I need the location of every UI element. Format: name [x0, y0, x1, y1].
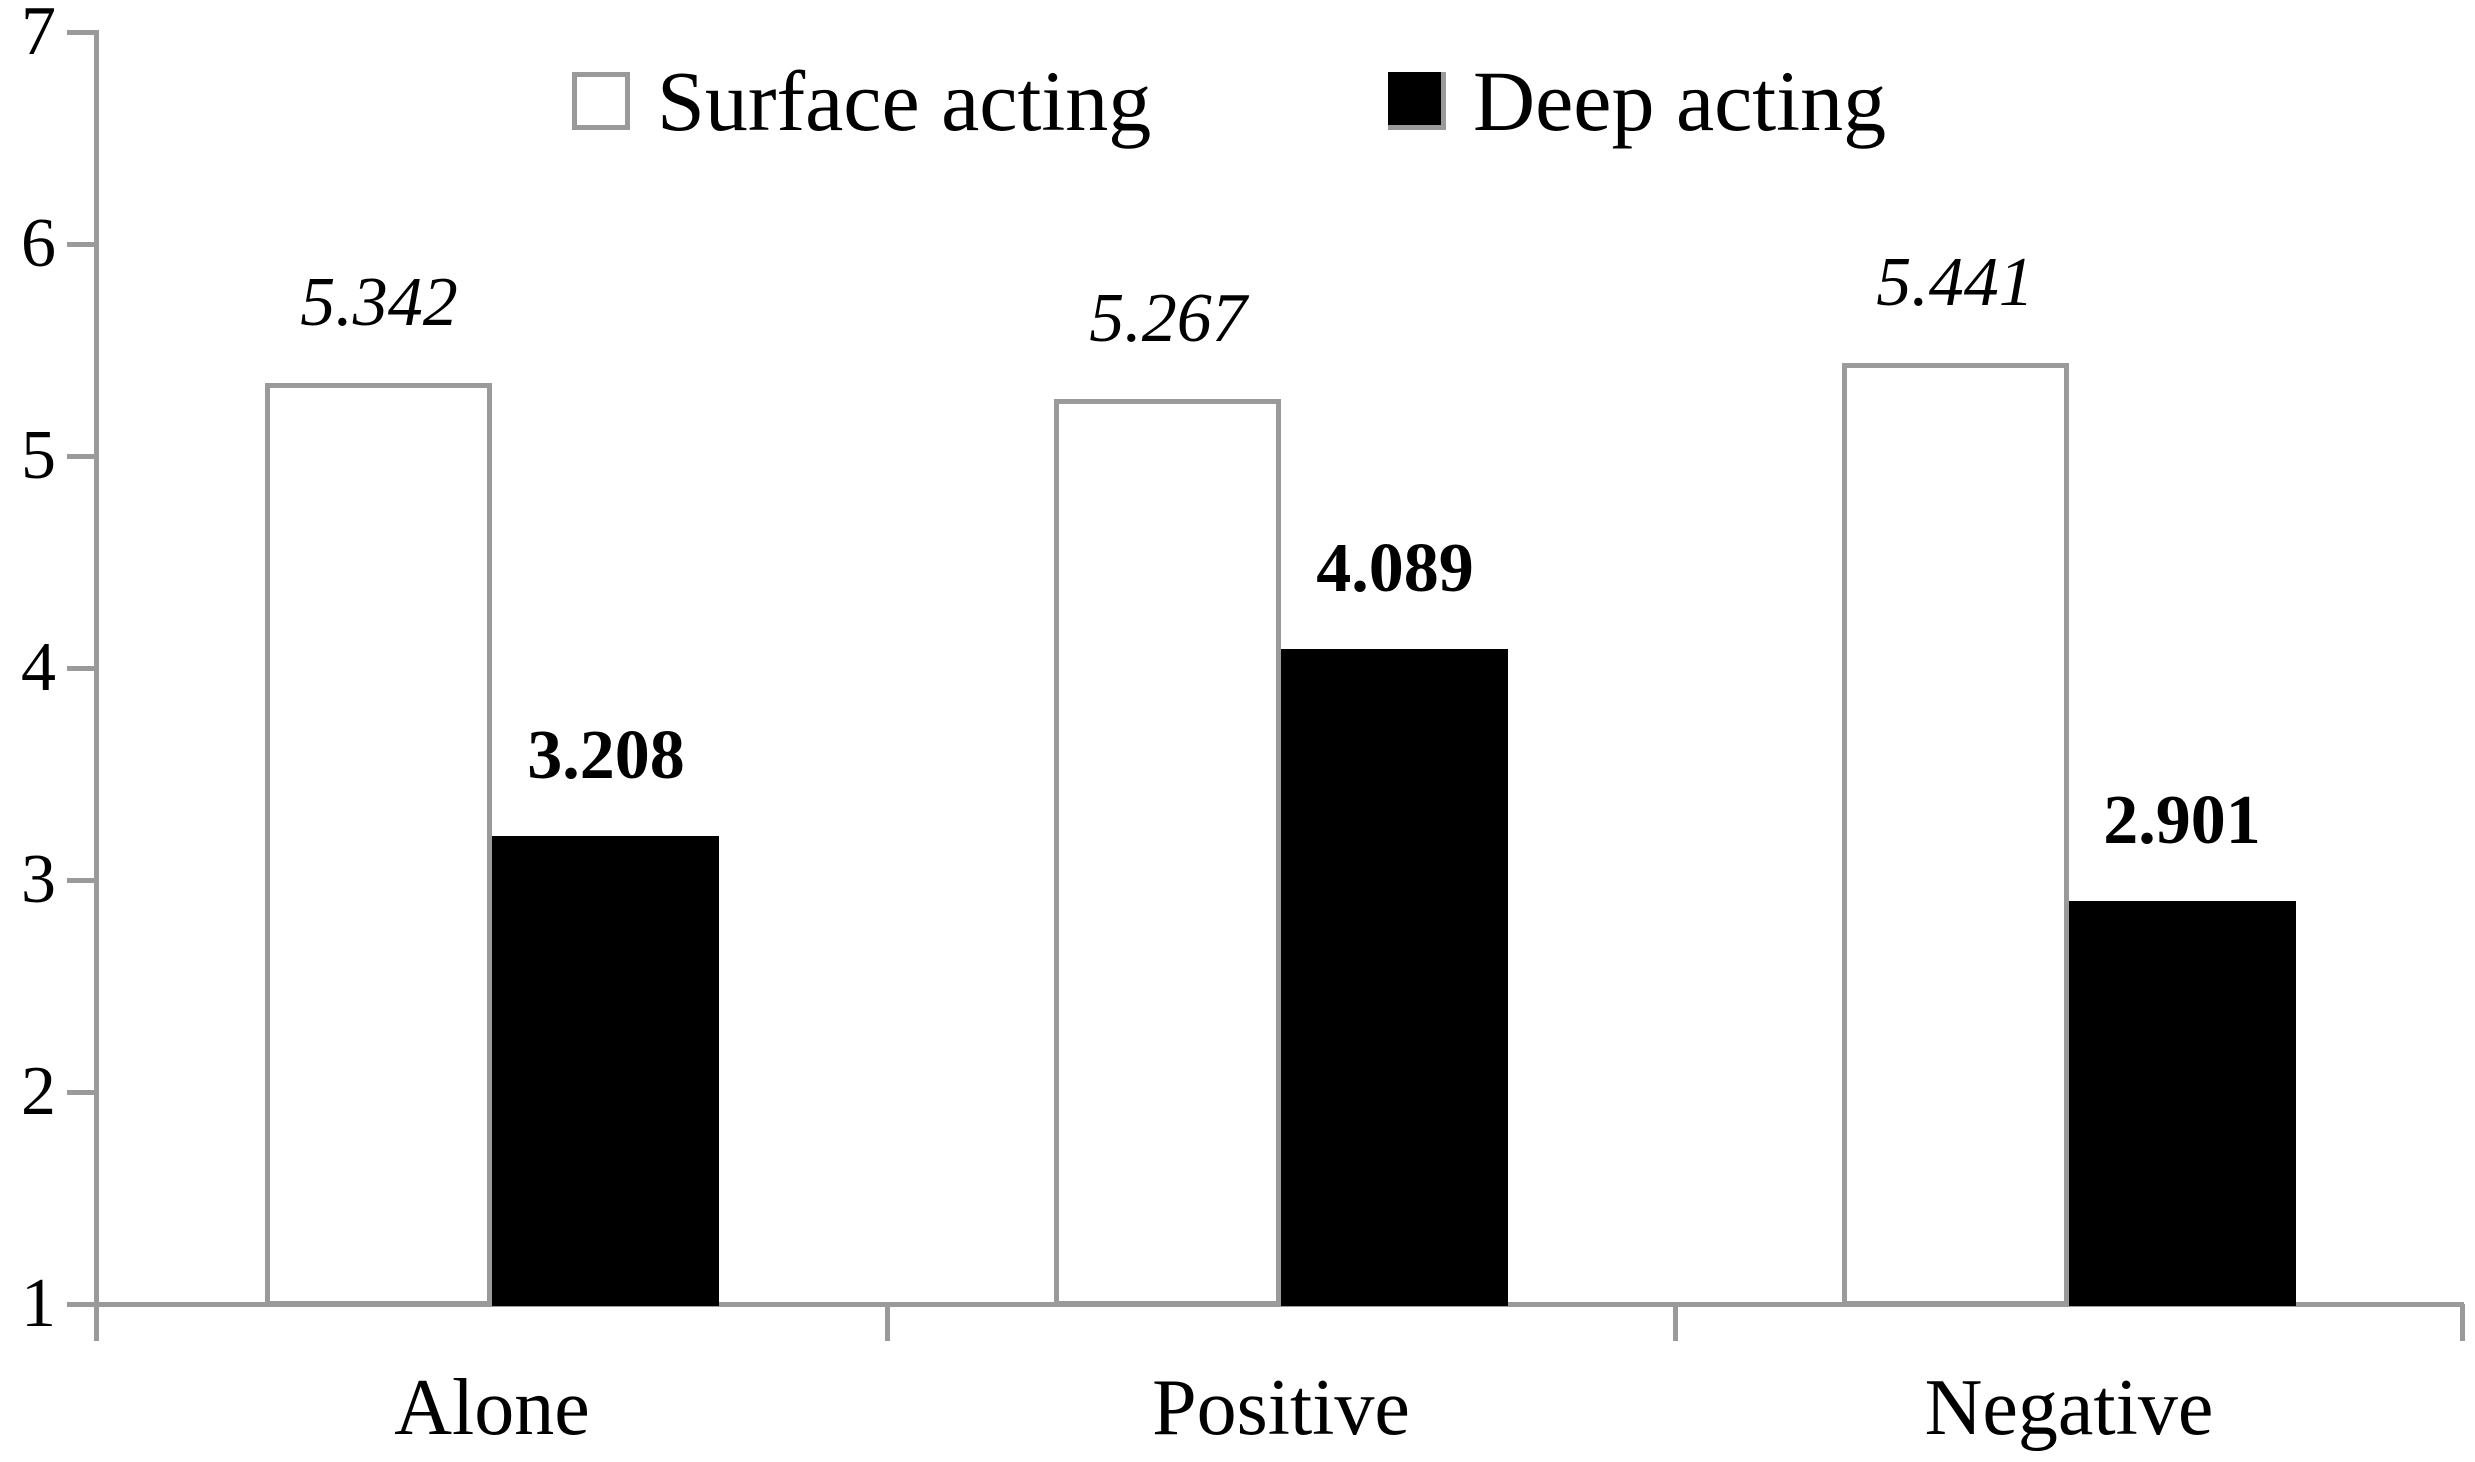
y-tick	[67, 30, 94, 35]
value-label-deep-acting: 2.901	[2103, 782, 2261, 859]
legend-item-surface-acting: Surface acting	[572, 57, 1151, 145]
legend-swatch-deep-acting	[1388, 72, 1446, 130]
category-label-alone: Alone	[394, 1364, 590, 1452]
legend-label-surface-acting: Surface acting	[657, 53, 1152, 149]
value-label-deep-acting: 3.208	[527, 717, 685, 794]
category-label-negative: Negative	[1924, 1364, 2214, 1452]
legend-item-deep-acting: Deep acting	[1388, 57, 1886, 145]
x-tick	[885, 1304, 890, 1341]
category-label-positive: Positive	[1152, 1364, 1410, 1452]
y-axis-line	[94, 30, 99, 1341]
bar-deep-acting	[492, 836, 719, 1306]
y-tick-label: 6	[21, 205, 56, 282]
y-tick-label: 5	[21, 417, 56, 494]
y-tick-label: 1	[21, 1265, 56, 1342]
x-tick	[1673, 1304, 1678, 1341]
y-tick	[67, 878, 94, 883]
y-tick-label: 3	[21, 841, 56, 918]
bar-surface-acting	[1054, 399, 1281, 1306]
legend-label-deep-acting: Deep acting	[1473, 53, 1887, 149]
y-tick	[67, 1302, 94, 1307]
x-tick	[2460, 1304, 2465, 1341]
value-label-surface-acting: 5.267	[1089, 280, 1247, 357]
legend-swatch-surface-acting	[572, 72, 630, 130]
y-tick	[67, 666, 94, 671]
bar-deep-acting	[2069, 901, 2296, 1306]
y-tick-label: 2	[21, 1053, 56, 1130]
y-tick	[67, 454, 94, 459]
value-label-surface-acting: 5.441	[1876, 244, 2034, 321]
value-label-surface-acting: 5.342	[300, 264, 458, 341]
value-label-deep-acting: 4.089	[1316, 530, 1474, 607]
y-tick	[67, 1090, 94, 1095]
bar-deep-acting	[1281, 649, 1508, 1306]
y-tick-label: 7	[21, 0, 56, 70]
bar-surface-acting	[265, 383, 492, 1306]
y-tick	[67, 242, 94, 247]
bar-surface-acting	[1842, 363, 2069, 1306]
y-tick-label: 4	[21, 629, 56, 706]
